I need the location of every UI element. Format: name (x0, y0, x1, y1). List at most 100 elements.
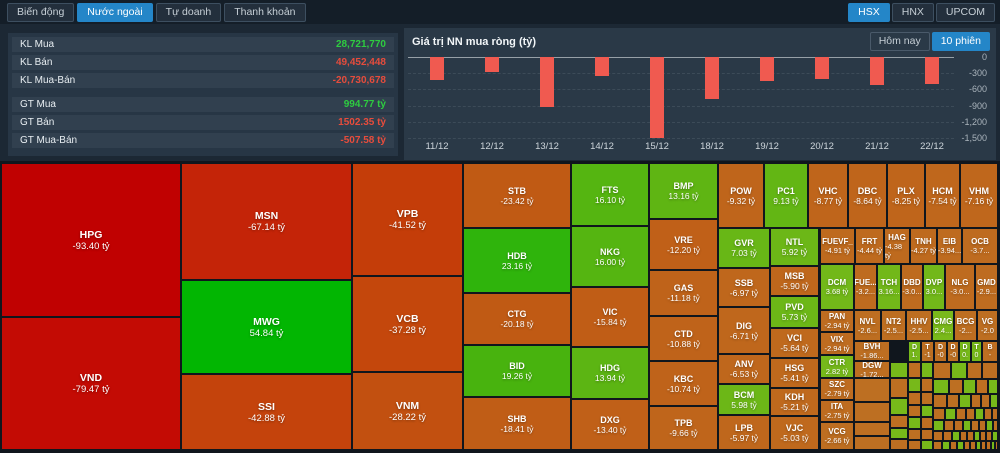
treemap-cell-small[interactable] (946, 409, 955, 419)
treemap-cell-gmd[interactable]: GMD -2.9... (976, 265, 997, 309)
treemap-cell-fuevf[interactable]: FUEVF_ -4.91 tỷ (821, 229, 854, 263)
treemap-cell-bid[interactable]: BID 19.26 tỷ (464, 346, 570, 396)
treemap-cell-ocb[interactable]: OCB -3.7... (963, 229, 997, 263)
treemap-cell-vnm[interactable]: VNM -28.22 tỷ (353, 373, 462, 449)
treemap-cell-hpg[interactable]: HPG -93.40 tỷ (2, 164, 180, 316)
treemap-cell-b[interactable]: B- (983, 342, 997, 361)
treemap-cell-kdh[interactable]: KDH -5.21 tỷ (771, 389, 818, 415)
treemap-cell-small[interactable] (952, 363, 966, 378)
treemap-cell-dxg[interactable]: DXG -13.40 tỷ (572, 400, 648, 449)
treemap-cell-small[interactable] (993, 409, 997, 419)
treemap-cell-small[interactable] (960, 395, 970, 407)
treemap-cell-ssi[interactable]: SSI -42.88 tỷ (182, 375, 351, 449)
treemap-cell-small[interactable] (985, 409, 991, 419)
treemap-cell-tch[interactable]: TCH 3.16... (878, 265, 900, 309)
treemap-cell-ita[interactable]: ITA -2.75 tỷ (821, 401, 853, 421)
tab-bien-ong[interactable]: Biến động (7, 3, 75, 22)
treemap-cell-small[interactable] (991, 395, 997, 407)
treemap-cell-small[interactable] (922, 393, 932, 404)
tab-thanh-khoan[interactable]: Thanh khoản (224, 3, 306, 22)
treemap-cell-tpb[interactable]: TPB -9.66 tỷ (650, 407, 717, 449)
treemap-cell-dvp[interactable]: DVP 3.0... (924, 265, 944, 309)
treemap-cell-small[interactable] (971, 442, 975, 449)
treemap-cell-vix[interactable]: VIX -2.94 tỷ (821, 333, 853, 354)
treemap-cell-small[interactable] (958, 442, 963, 449)
treemap-cell-vcg[interactable]: VCG -2.66 tỷ (821, 423, 853, 449)
treemap-cell-small[interactable] (964, 421, 970, 430)
treemap-cell-small[interactable] (909, 418, 920, 428)
treemap-cell-anv[interactable]: ANV -6.53 tỷ (719, 355, 769, 383)
treemap-cell-vcb[interactable]: VCB -37.28 tỷ (353, 277, 462, 371)
treemap-cell-kbc[interactable]: KBC -10.74 tỷ (650, 362, 717, 405)
treemap-cell-ctr[interactable]: CTR 2.82 tỷ (821, 356, 853, 377)
treemap-cell-small[interactable] (977, 442, 980, 449)
treemap-cell-small[interactable] (909, 441, 920, 449)
treemap-cell-small[interactable] (855, 423, 889, 435)
treemap-cell-small[interactable] (891, 416, 907, 427)
treemap-cell-small[interactable] (996, 442, 997, 449)
treemap-cell-small[interactable] (982, 442, 985, 449)
treemap-cell-dgw[interactable]: DGW -1.72... (855, 362, 889, 377)
treemap-cell-small[interactable] (945, 421, 953, 430)
treemap-cell-small[interactable] (975, 432, 979, 440)
treemap-cell-small[interactable] (948, 395, 958, 407)
treemap-cell-dbd[interactable]: DBD -3.0... (902, 265, 922, 309)
treemap-cell-vpb[interactable]: VPB -41.52 tỷ (353, 164, 462, 275)
treemap-cell-shb[interactable]: SHB -18.41 tỷ (464, 398, 570, 449)
treemap-cell-tnh[interactable]: TNH -4.27 tỷ (911, 229, 936, 263)
treemap-cell-szc[interactable]: SZC -2.79 tỷ (821, 379, 853, 399)
treemap-cell-small[interactable] (972, 395, 980, 407)
treemap-cell-small[interactable] (953, 432, 959, 440)
treemap-cell-small[interactable] (909, 393, 920, 404)
treemap-cell-small[interactable] (982, 395, 989, 407)
treemap-cell-small[interactable] (993, 432, 997, 440)
treemap-cell-hcm[interactable]: HCM -7.54 tỷ (926, 164, 959, 227)
tab-upcom[interactable]: UPCOM (935, 3, 995, 22)
treemap-cell-dig[interactable]: DIG -6.71 tỷ (719, 308, 769, 353)
treemap-cell-nlg[interactable]: NLG -3.0... (946, 265, 974, 309)
treemap-cell-small[interactable] (891, 429, 907, 438)
treemap-cell-small[interactable] (977, 380, 987, 393)
treemap-cell-small[interactable] (987, 432, 991, 440)
treemap-cell-small[interactable] (976, 409, 983, 419)
treemap-cell-small[interactable] (891, 399, 907, 414)
treemap-cell-small[interactable] (909, 379, 920, 391)
treemap-cell-pan[interactable]: PAN -2.94 tỷ (821, 311, 853, 331)
treemap-cell-hdb[interactable]: HDB 23.16 tỷ (464, 229, 570, 292)
treemap-cell-hag[interactable]: HAG -4.38 tỷ (885, 229, 909, 263)
treemap-cell-small[interactable] (909, 363, 920, 377)
treemap-cell-small[interactable] (961, 432, 966, 440)
treemap-cell-small[interactable] (983, 363, 997, 378)
treemap-cell-small[interactable] (934, 409, 944, 419)
treemap-cell-vci[interactable]: VCI -5.64 tỷ (771, 329, 818, 357)
treemap-cell-fts[interactable]: FTS 16.10 tỷ (572, 164, 648, 225)
treemap-cell-small[interactable] (994, 421, 997, 430)
treemap-cell-pvd[interactable]: PVD 5.73 tỷ (771, 297, 818, 327)
treemap-cell-small[interactable] (944, 432, 951, 440)
treemap-cell-vnd[interactable]: VND -79.47 tỷ (2, 318, 180, 449)
tab-hsx[interactable]: HSX (848, 3, 890, 22)
treemap-cell-small[interactable] (934, 363, 950, 378)
treemap-cell-t[interactable]: T -1 (922, 342, 933, 361)
button-hom-nay[interactable]: Hôm nay (869, 32, 930, 51)
treemap-cell-bcm[interactable]: BCM 5.98 tỷ (719, 385, 769, 414)
treemap-cell-small[interactable] (922, 430, 932, 439)
treemap-cell-nvl[interactable]: NVL -2.6... (855, 311, 880, 340)
treemap-cell-dcm[interactable]: DCM 3.68 tỷ (821, 265, 853, 309)
treemap-cell-ctd[interactable]: CTD -10.88 tỷ (650, 317, 717, 360)
treemap-cell-small[interactable] (922, 379, 932, 391)
treemap-cell-small[interactable] (922, 418, 932, 428)
treemap-cell-small[interactable] (891, 363, 907, 377)
treemap-cell-small[interactable] (934, 395, 946, 407)
treemap-cell-dbc[interactable]: DBC -8.64 tỷ (849, 164, 886, 227)
button-10-phien[interactable]: 10 phiên (931, 32, 990, 51)
treemap-cell-small[interactable] (950, 380, 962, 393)
treemap-cell-bcg[interactable]: BCG -2... (955, 311, 976, 340)
treemap-cell-vhm[interactable]: VHM -7.16 tỷ (961, 164, 997, 227)
treemap-cell-vg[interactable]: VG -2.0 (978, 311, 997, 340)
treemap-cell-small[interactable] (891, 440, 907, 449)
treemap-cell-small[interactable] (855, 437, 889, 449)
treemap-cell-vic[interactable]: VIC -15.84 tỷ (572, 288, 648, 346)
treemap-cell-pc1[interactable]: PC1 9.13 tỷ (765, 164, 807, 227)
